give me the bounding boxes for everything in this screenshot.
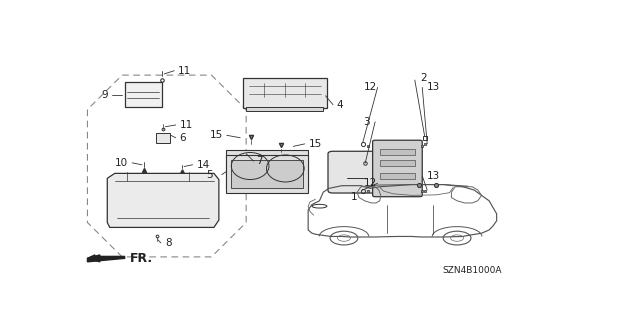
Polygon shape <box>108 174 219 227</box>
Text: 11: 11 <box>180 120 193 130</box>
FancyBboxPatch shape <box>243 78 326 108</box>
Text: 14: 14 <box>196 160 210 170</box>
Text: 13: 13 <box>428 171 440 181</box>
Bar <box>380 149 415 155</box>
Polygon shape <box>88 255 100 262</box>
Bar <box>380 160 415 166</box>
Text: 10: 10 <box>115 158 128 168</box>
FancyBboxPatch shape <box>372 140 422 197</box>
Text: 11: 11 <box>178 66 191 76</box>
Text: 9: 9 <box>102 90 108 100</box>
Bar <box>231 160 303 188</box>
Bar <box>227 155 308 193</box>
Text: 12: 12 <box>364 178 376 188</box>
Bar <box>156 133 170 143</box>
Text: 2: 2 <box>420 73 426 83</box>
Text: 3: 3 <box>364 117 370 127</box>
Text: SZN4B1000A: SZN4B1000A <box>442 266 502 275</box>
Polygon shape <box>88 255 125 262</box>
Text: 6: 6 <box>180 133 186 143</box>
Bar <box>125 83 162 107</box>
Bar <box>227 150 308 188</box>
Bar <box>380 173 415 179</box>
FancyBboxPatch shape <box>328 151 385 193</box>
Text: 4: 4 <box>337 100 344 110</box>
Text: 1: 1 <box>351 192 358 202</box>
Text: 8: 8 <box>165 238 172 248</box>
Text: 13: 13 <box>428 82 440 93</box>
Bar <box>246 107 323 111</box>
Text: 15: 15 <box>308 139 322 149</box>
Text: 7: 7 <box>256 156 262 166</box>
Text: 15: 15 <box>209 130 223 140</box>
Text: 12: 12 <box>364 82 376 93</box>
Text: FR.: FR. <box>129 252 153 265</box>
Text: 5: 5 <box>206 170 213 180</box>
